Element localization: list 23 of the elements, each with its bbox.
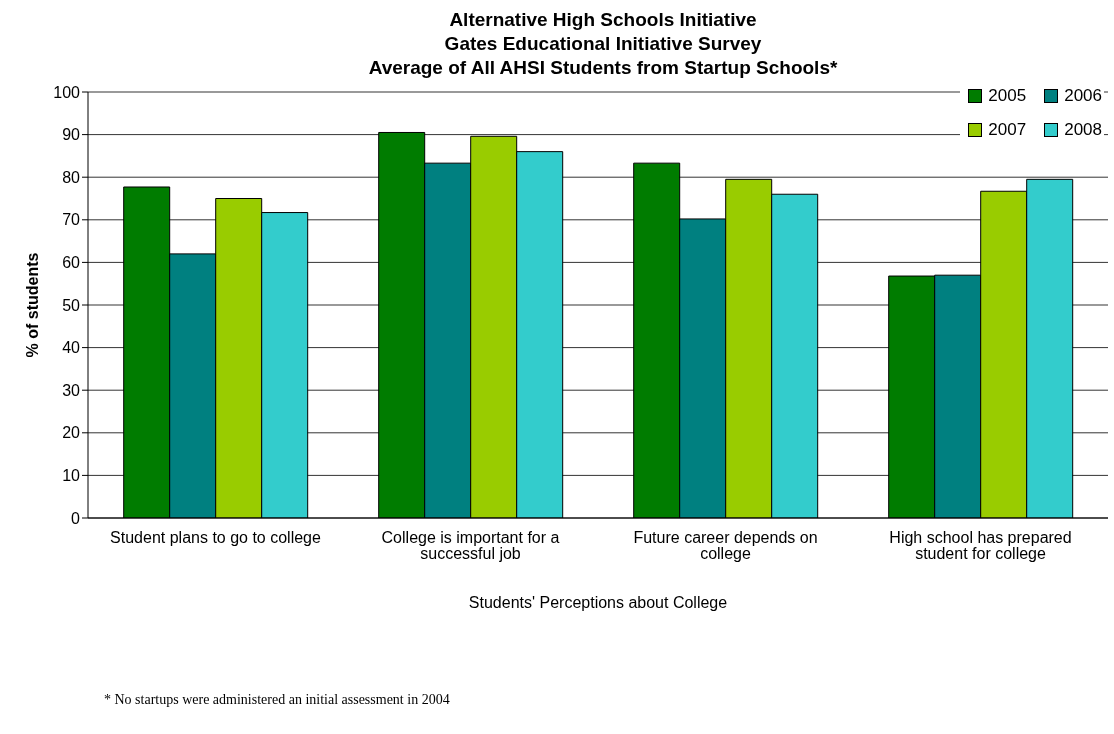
y-tick-label: 100 bbox=[53, 83, 81, 101]
legend-label: 2007 bbox=[988, 120, 1027, 140]
y-tick-label: 70 bbox=[62, 211, 81, 229]
y-axis-title: % of students bbox=[23, 252, 41, 358]
x-tick-label: Student plans to go to college bbox=[110, 529, 322, 547]
chart-title: Alternative High Schools Initiative Gates Educational Initiative Survey Average of All AHSI Students from Startup Schools* bbox=[367, 8, 839, 80]
y-tick-label: 90 bbox=[62, 126, 81, 144]
x-axis-title: Students' Perceptions about College bbox=[468, 594, 728, 611]
y-tick-label: 80 bbox=[62, 168, 81, 186]
y-tick-label: 60 bbox=[62, 254, 81, 272]
legend-label: 2006 bbox=[1064, 86, 1102, 106]
y-tick-label: 40 bbox=[62, 339, 81, 357]
legend-label: 2005 bbox=[988, 86, 1027, 106]
y-tick-label: 50 bbox=[62, 296, 81, 314]
y-tick-label: 30 bbox=[62, 381, 81, 399]
y-tick-label: 10 bbox=[62, 467, 81, 485]
x-tick-label: College is important for a successful job bbox=[381, 529, 560, 563]
legend-label: 2008 bbox=[1064, 120, 1102, 140]
text: * No startups were administered an initial assessment in 2004 bbox=[104, 692, 451, 708]
y-tick-label: 0 bbox=[71, 509, 81, 527]
x-tick-label: High school has prepared student for college bbox=[889, 529, 1072, 563]
y-tick-label: 20 bbox=[62, 424, 81, 442]
x-tick-label: Future career depends on college bbox=[633, 529, 818, 563]
